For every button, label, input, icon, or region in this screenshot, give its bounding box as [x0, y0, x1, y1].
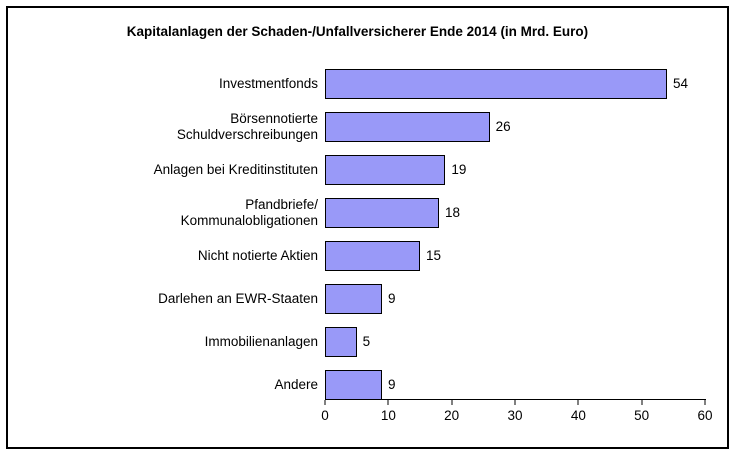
- bar-row: Pfandbriefe/ Kommunalobligationen 18: [8, 191, 727, 234]
- bar-track: 19: [325, 154, 727, 185]
- value-label: 9: [388, 377, 396, 392]
- x-axis-tick-label: 20: [444, 408, 460, 423]
- bar: [325, 197, 439, 228]
- bar: [325, 326, 357, 357]
- bar-row: Immobilienanlagen 5: [8, 320, 727, 363]
- x-axis-tick: [514, 400, 516, 405]
- bar-track: 5: [325, 326, 727, 357]
- bar-track: 26: [325, 111, 727, 142]
- x-axis-tick: [387, 400, 389, 405]
- x-axis-tick-label: 0: [321, 408, 329, 423]
- x-axis-tick: [641, 400, 643, 405]
- chart-border: Kapitalanlagen der Schaden-/Unfallversic…: [6, 6, 729, 449]
- bar: [325, 154, 446, 185]
- x-axis: 0 10 20 30 40 50 60: [321, 399, 713, 434]
- bar-track: 15: [325, 240, 727, 271]
- value-label: 9: [388, 291, 396, 306]
- bar-rows: Investmentfonds 54 Börsennotierte Schuldve…: [8, 62, 727, 406]
- bar-row: Börsennotierte Schuldverschreibungen 26: [8, 105, 727, 148]
- x-axis-tick: [451, 400, 453, 405]
- x-axis-tick-label: 40: [570, 408, 586, 423]
- category-label: Darlehen an EWR-Staaten: [158, 290, 318, 306]
- category-label: Pfandbriefe/ Kommunalobligationen: [180, 196, 318, 228]
- category-label: Nicht notierte Aktien: [197, 247, 318, 263]
- category-label: Anlagen bei Kreditinstituten: [153, 161, 318, 177]
- bar-row: Investmentfonds 54: [8, 62, 727, 105]
- bar: [325, 240, 420, 271]
- category-label: Investmentfonds: [218, 75, 318, 91]
- x-axis-tick: [704, 400, 706, 405]
- bar-row: Anlagen bei Kreditinstituten 19: [8, 148, 727, 191]
- bar: [325, 283, 382, 314]
- bar-row: Nicht notierte Aktien 15: [8, 234, 727, 277]
- value-label: 15: [426, 248, 442, 263]
- chart-title: Kapitalanlagen der Schaden-/Unfallversic…: [126, 24, 589, 39]
- value-label: 19: [451, 162, 467, 177]
- value-label: 54: [673, 76, 689, 91]
- bar-track: 9: [325, 369, 727, 400]
- bar: [325, 369, 382, 400]
- bar-track: 18: [325, 197, 727, 228]
- x-axis-tick-label: 60: [697, 408, 713, 423]
- value-label: 18: [445, 205, 461, 220]
- bar-row: Darlehen an EWR-Staaten 9: [8, 277, 727, 320]
- bar-track: 54: [325, 68, 727, 99]
- bar: [325, 111, 490, 142]
- category-label: Andere: [274, 376, 318, 392]
- x-axis-tick-label: 50: [634, 408, 650, 423]
- x-axis-tick: [577, 400, 579, 405]
- bar: [325, 68, 667, 99]
- x-axis-tick-label: 30: [507, 408, 523, 423]
- x-axis-tick: [324, 400, 326, 405]
- value-label: 5: [362, 334, 371, 349]
- x-axis-tick-label: 10: [380, 408, 396, 423]
- bar-track: 9: [325, 283, 727, 314]
- category-label: Börsennotierte Schuldverschreibungen: [176, 110, 318, 142]
- category-label: Immobilienanlagen: [204, 333, 318, 349]
- value-label: 26: [495, 119, 511, 134]
